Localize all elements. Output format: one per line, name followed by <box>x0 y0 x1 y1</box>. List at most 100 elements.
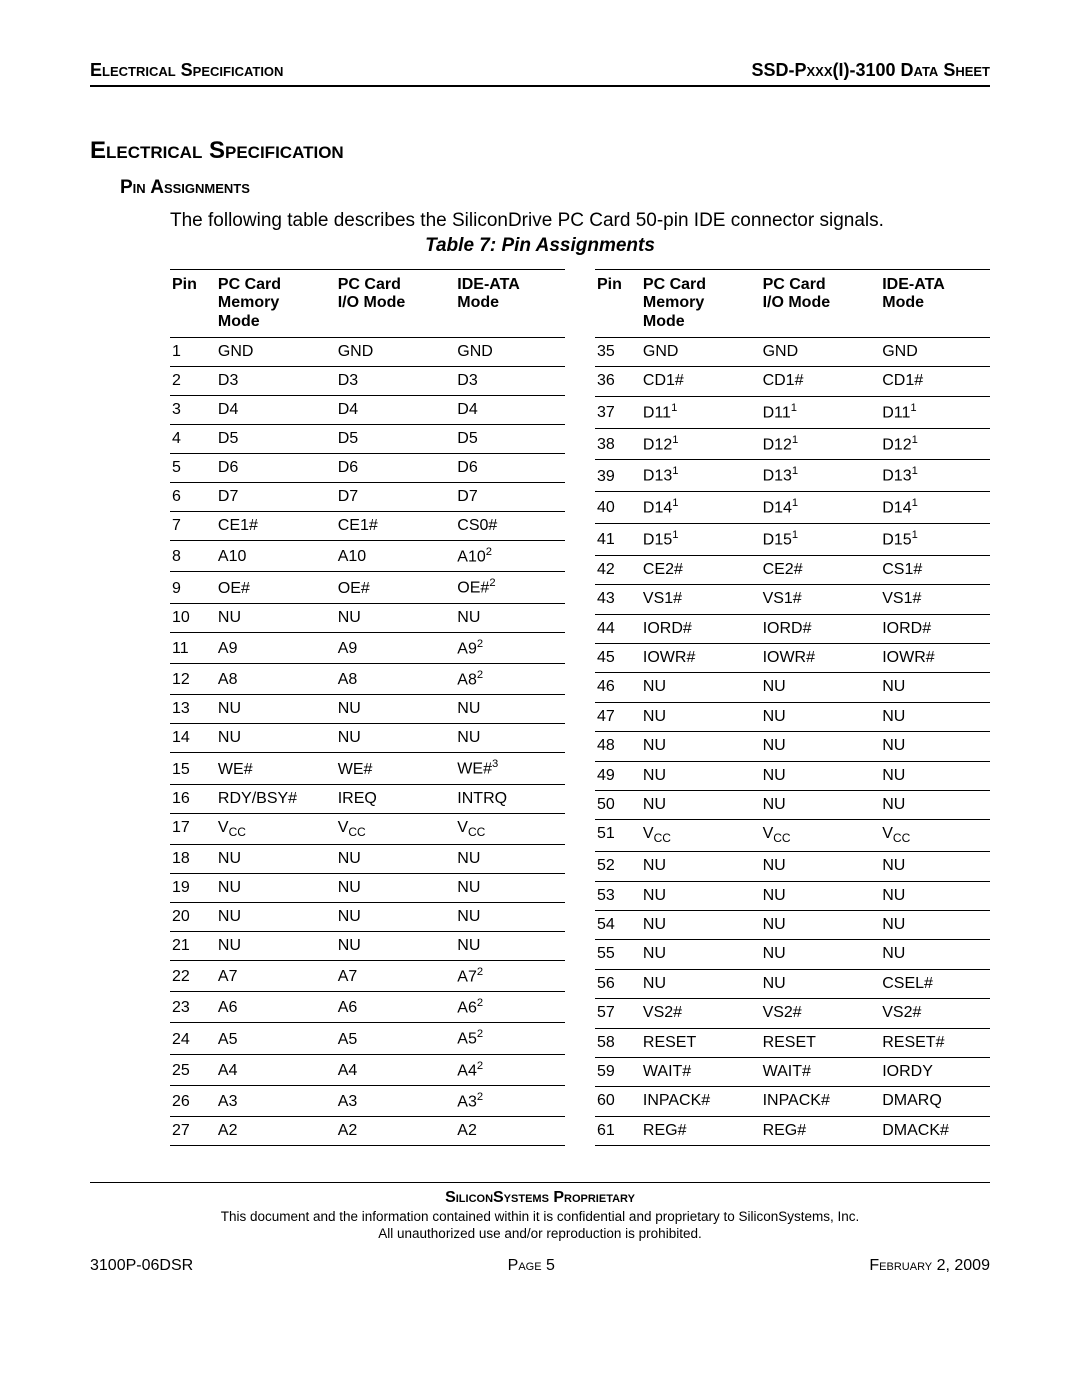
cell-memory: NU <box>641 969 761 998</box>
cell-ide: NU <box>455 844 565 873</box>
cell-io: IREQ <box>336 784 456 813</box>
cell-pin: 19 <box>170 873 216 902</box>
cell-memory: D6 <box>216 453 336 482</box>
table-row: 24A5A5A52 <box>170 1023 565 1054</box>
cell-memory: D141 <box>641 492 761 524</box>
table-row: 15WE#WE#WE#3 <box>170 753 565 784</box>
table-row: 57VS2#VS2#VS2# <box>595 999 990 1028</box>
cell-ide: GND <box>455 337 565 366</box>
cell-memory: D131 <box>641 460 761 492</box>
table-row: 56NUNUCSEL# <box>595 969 990 998</box>
page-header: Electrical Specification SSD-Pxxx(I)-310… <box>90 60 990 87</box>
col-io: PC CardI/O Mode <box>336 269 456 337</box>
cell-pin: 59 <box>595 1058 641 1087</box>
cell-memory: GND <box>641 337 761 366</box>
cell-ide: GND <box>880 337 990 366</box>
pin-table-left: PinPC CardMemoryModePC CardI/O ModeIDE-A… <box>170 269 565 1147</box>
cell-memory: A6 <box>216 992 336 1023</box>
cell-io: A8 <box>336 663 456 694</box>
cell-io: NU <box>761 910 881 939</box>
cell-io: CD1# <box>761 367 881 396</box>
cell-pin: 25 <box>170 1054 216 1085</box>
cell-memory: WE# <box>216 753 336 784</box>
cell-ide: WE#3 <box>455 753 565 784</box>
table-row: 47NUNUNU <box>595 702 990 731</box>
cell-memory: VS1# <box>641 585 761 614</box>
cell-pin: 56 <box>595 969 641 998</box>
col-memory: PC CardMemoryMode <box>216 269 336 337</box>
cell-memory: RDY/BSY# <box>216 784 336 813</box>
cell-pin: 49 <box>595 761 641 790</box>
cell-ide: NU <box>880 940 990 969</box>
table-row: 44IORD#IORD#IORD# <box>595 614 990 643</box>
cell-memory: NU <box>641 910 761 939</box>
table-row: 3D4D4D4 <box>170 395 565 424</box>
table-row: 35GNDGNDGND <box>595 337 990 366</box>
table-row: 39D131D131D131 <box>595 460 990 492</box>
cell-io: A9 <box>336 632 456 663</box>
cell-io: D5 <box>336 424 456 453</box>
cell-io: D121 <box>761 428 881 460</box>
cell-ide: NU <box>880 852 990 881</box>
cell-io: IORD# <box>761 614 881 643</box>
cell-memory: WAIT# <box>641 1058 761 1087</box>
cell-pin: 9 <box>170 572 216 603</box>
cell-io: VS1# <box>761 585 881 614</box>
cell-io: A2 <box>336 1117 456 1146</box>
table-row: 26A3A3A32 <box>170 1086 565 1117</box>
cell-io: D111 <box>761 396 881 428</box>
cell-memory: A9 <box>216 632 336 663</box>
subsection-title: Pin Assignments <box>120 177 990 199</box>
cell-memory: NU <box>216 902 336 931</box>
cell-memory: NU <box>641 881 761 910</box>
cell-memory: NU <box>641 791 761 820</box>
cell-ide: NU <box>455 902 565 931</box>
cell-memory: D121 <box>641 428 761 460</box>
cell-io: NU <box>336 931 456 960</box>
footer-bottom: 3100P-06DSR Page 5 February 2, 2009 <box>90 1257 990 1275</box>
cell-pin: 4 <box>170 424 216 453</box>
cell-ide: A92 <box>455 632 565 663</box>
cell-memory: NU <box>641 673 761 702</box>
cell-ide: DMACK# <box>880 1116 990 1145</box>
cell-pin: 52 <box>595 852 641 881</box>
cell-memory: D3 <box>216 366 336 395</box>
cell-ide: IORD# <box>880 614 990 643</box>
cell-pin: 44 <box>595 614 641 643</box>
table-row: 58RESETRESETRESET# <box>595 1028 990 1057</box>
cell-pin: 12 <box>170 663 216 694</box>
cell-ide: D5 <box>455 424 565 453</box>
cell-ide: A82 <box>455 663 565 694</box>
cell-pin: 8 <box>170 540 216 571</box>
cell-ide: D6 <box>455 453 565 482</box>
table-row: 52NUNUNU <box>595 852 990 881</box>
page-footer: SiliconSystems Proprietary This document… <box>90 1182 990 1275</box>
table-header-row: PinPC CardMemoryModePC CardI/O ModeIDE-A… <box>170 269 565 337</box>
table-row: 55NUNUNU <box>595 940 990 969</box>
cell-memory: D7 <box>216 482 336 511</box>
cell-pin: 21 <box>170 931 216 960</box>
cell-pin: 7 <box>170 511 216 540</box>
cell-ide: CS1# <box>880 555 990 584</box>
col-io: PC CardI/O Mode <box>761 269 881 337</box>
cell-pin: 40 <box>595 492 641 524</box>
cell-memory: GND <box>216 337 336 366</box>
cell-pin: 57 <box>595 999 641 1028</box>
footer-docnum: 3100P-06DSR <box>90 1257 193 1275</box>
footer-note-line1: This document and the information contai… <box>221 1209 860 1224</box>
cell-ide: NU <box>880 761 990 790</box>
table-row: 4D5D5D5 <box>170 424 565 453</box>
table-row: 51VCCVCCVCC <box>595 820 990 852</box>
footer-date: February 2, 2009 <box>869 1257 990 1275</box>
table-row: 50NUNUNU <box>595 791 990 820</box>
cell-ide: NU <box>455 873 565 902</box>
cell-ide: D3 <box>455 366 565 395</box>
cell-memory: D4 <box>216 395 336 424</box>
cell-ide: CSEL# <box>880 969 990 998</box>
cell-io: NU <box>336 873 456 902</box>
cell-memory: NU <box>216 724 336 753</box>
table-row: 38D121D121D121 <box>595 428 990 460</box>
cell-memory: REG# <box>641 1116 761 1145</box>
table-row: 60INPACK#INPACK#DMARQ <box>595 1087 990 1116</box>
table-row: 21NUNUNU <box>170 931 565 960</box>
